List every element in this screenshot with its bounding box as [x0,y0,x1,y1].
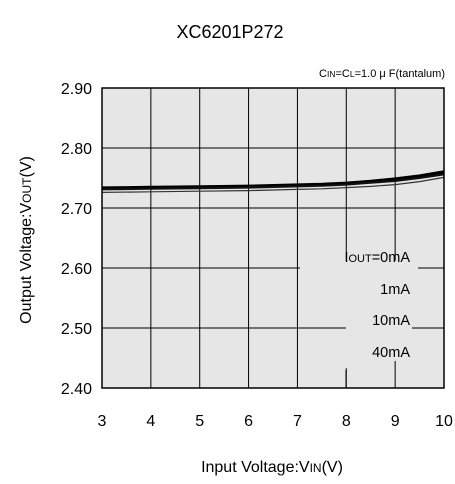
label-segment: 40mA [372,345,410,361]
legend-entry: 40mA [372,345,410,361]
test-condition-label: CIN=CL=1.0 μ F(tantalum) [319,68,445,80]
label-segment: IN [327,69,336,79]
chart-title: XC6201P272 [176,22,283,42]
x-axis-label: Input Voltage:VIN(V) [201,459,343,476]
legend-entry: IOUT=0mA [344,250,410,266]
label-segment: =0mA [372,250,411,266]
series-line-2 [101,171,445,190]
label-segment: (V) [322,459,343,476]
label-segment: IN [310,461,322,475]
label-segment: 1mA [380,282,410,298]
label-segment: =C [335,68,349,80]
x-tick-label: 3 [98,413,107,430]
legend: IOUT=0mA 1mA 10mA 40mA [344,250,430,388]
x-tick-label: 9 [391,413,400,430]
y-tick-label: 2.50 [61,321,92,338]
legend-entry: 1mA [380,282,410,298]
y-tick-labels: 2.40 2.50 2.60 2.70 2.80 2.90 [61,81,92,398]
plot-frame [101,87,445,389]
series-layer [101,170,445,193]
y-tick-label: 2.90 [61,81,92,98]
x-tick-label: 6 [244,413,253,430]
series-line-3 [101,173,445,191]
y-tick-label: 2.70 [61,201,92,218]
label-segment: (V) [18,156,35,177]
label-segment: =1.0 μ F(tantalum) [355,68,445,80]
x-tick-labels: 3 4 5 6 7 8 9 10 [98,413,453,430]
label-segment: I [344,250,348,266]
x-tick-label: 5 [195,413,204,430]
plot-area [102,88,444,388]
label-segment: Input Voltage:V [201,459,310,476]
x-tick-label: 8 [342,413,351,430]
legend-entry: 10mA [372,313,410,329]
label-segment: C [319,68,327,80]
label-segment: 10mA [372,313,410,329]
label-segment: OUT [20,177,34,203]
series-line-4 [101,176,445,193]
label-segment: Output Voltage:V [18,203,35,324]
label-segment: OUT [348,253,372,265]
y-axis-label: Output Voltage:VOUT(V) [18,156,35,324]
y-tick-label: 2.40 [61,381,92,398]
x-tick-label: 10 [435,413,453,430]
label-segment: L [350,69,355,79]
x-tick-label: 4 [146,413,155,430]
y-tick-label: 2.60 [61,261,92,278]
x-tick-label: 7 [293,413,302,430]
y-tick-label: 2.80 [61,141,92,158]
